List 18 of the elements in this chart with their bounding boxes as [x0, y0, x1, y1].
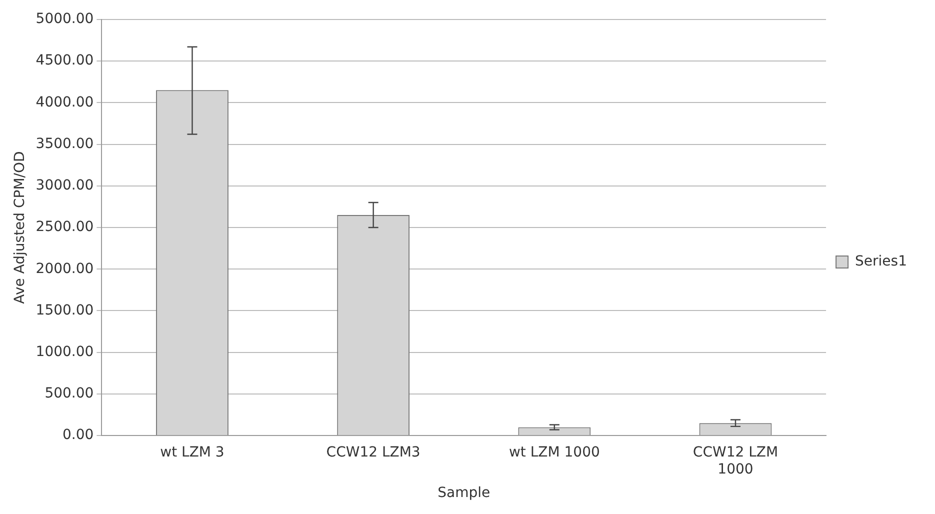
- y-axis-title: Ave Adjusted CPM/OD: [12, 151, 28, 304]
- y-tick-label: 4000.00: [36, 94, 94, 110]
- y-tick-label: 4500.00: [36, 52, 94, 69]
- y-tick-label: 0.00: [62, 427, 94, 444]
- y-tick-label: 2500.00: [36, 219, 94, 236]
- x-axis-title: Sample: [438, 485, 490, 502]
- y-tick-label: 1000.00: [36, 344, 94, 360]
- x-tick-label: wt LZM 1000: [508, 444, 600, 461]
- y-tick-label: 5000.00: [36, 11, 94, 28]
- y-tick-label: 3000.00: [36, 178, 94, 194]
- x-tick-label: wt LZM 3: [160, 444, 224, 461]
- x-tick-label: CCW12 LZM3: [326, 444, 420, 461]
- legend-label: Series1: [855, 254, 908, 270]
- x-tick-label: CCW12 LZM 1000: [692, 444, 778, 478]
- y-tick-label: 500.00: [44, 386, 94, 402]
- y-tick-label: 2000.00: [36, 260, 94, 277]
- y-tick-label: 3500.00: [36, 136, 94, 152]
- y-tick-label: 1500.00: [36, 302, 94, 318]
